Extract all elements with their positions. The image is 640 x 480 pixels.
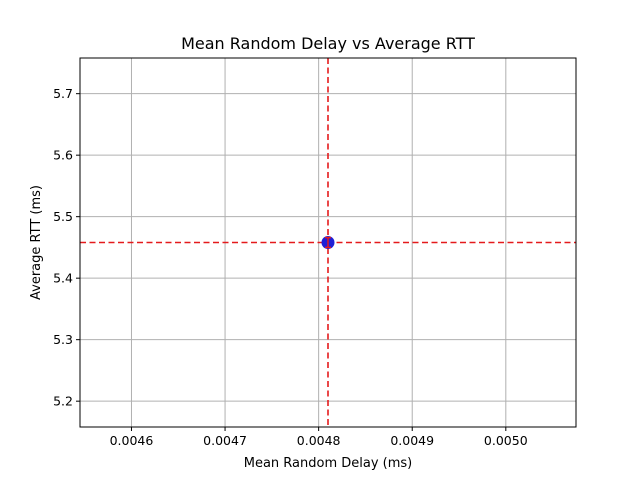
y-tick-label: 5.3 [53, 332, 73, 347]
chart-title: Mean Random Delay vs Average RTT [181, 34, 475, 53]
y-tick-label: 5.4 [53, 271, 73, 286]
y-tick-label: 5.7 [53, 86, 73, 101]
y-axis-label: Average RTT (ms) [29, 185, 44, 300]
x-tick-label: 0.0049 [390, 433, 434, 448]
x-axis-label: Mean Random Delay (ms) [244, 456, 413, 471]
x-tick-label: 0.0047 [203, 433, 247, 448]
y-tick-label: 5.5 [53, 209, 73, 224]
x-tick-label: 0.0046 [110, 433, 154, 448]
y-axis-ticks: 5.2 5.3 5.4 5.5 5.6 5.7 [53, 86, 80, 409]
y-tick-label: 5.2 [53, 394, 73, 409]
x-tick-label: 0.0050 [484, 433, 528, 448]
data-points [321, 236, 335, 249]
x-axis-ticks: 0.0046 0.0047 0.0048 0.0049 0.0050 [110, 427, 528, 448]
y-tick-label: 5.6 [53, 148, 73, 163]
plot-frame [79, 57, 577, 428]
x-tick-label: 0.0048 [297, 433, 341, 448]
